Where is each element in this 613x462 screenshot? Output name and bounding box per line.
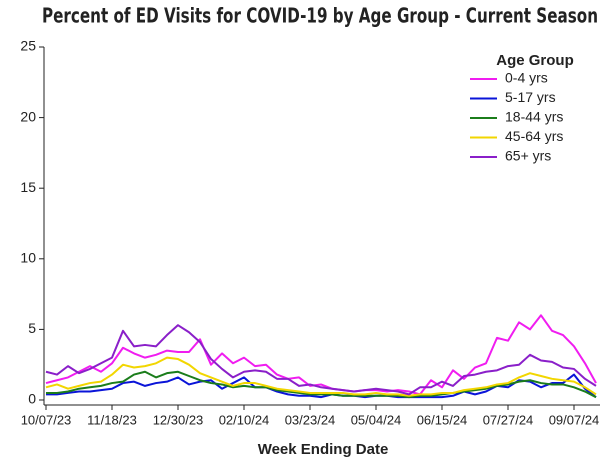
y-tick-label: 10 xyxy=(20,250,36,266)
x-tick-label: 03/23/24 xyxy=(285,412,336,427)
series-line xyxy=(45,324,597,396)
x-tick-label: 12/30/23 xyxy=(153,412,204,427)
legend-label: 18-44 yrs xyxy=(505,109,563,125)
series-line xyxy=(45,314,597,396)
x-tick-label: 06/15/24 xyxy=(417,412,468,427)
legend-title: Age Group xyxy=(496,52,574,69)
legend-label: 65+ yrs xyxy=(505,148,551,164)
x-tick-label: 10/07/23 xyxy=(21,412,72,427)
series-line xyxy=(46,370,597,399)
y-tick-label: 15 xyxy=(20,179,36,195)
y-tick-label: 5 xyxy=(28,320,36,336)
series-line xyxy=(45,356,597,397)
x-tick-label: 02/10/24 xyxy=(219,412,270,427)
x-tick-label: 05/04/24 xyxy=(351,412,402,427)
legend-label: 0-4 yrs xyxy=(505,70,548,86)
y-tick-label: 25 xyxy=(20,38,36,54)
chart-title: Percent of ED Visits for COVID-19 by Age… xyxy=(42,4,598,28)
x-tick-label: 11/18/23 xyxy=(87,412,137,427)
series-line xyxy=(46,373,597,399)
legend-label: 5-17 yrs xyxy=(505,89,556,105)
x-tick-label: 07/27/24 xyxy=(483,412,534,427)
y-tick-label: 0 xyxy=(28,391,36,407)
y-tick-label: 20 xyxy=(20,108,36,124)
x-axis-label: Week Ending Date xyxy=(258,441,389,458)
legend-label: 45-64 yrs xyxy=(505,128,563,144)
x-tick-label: 09/07/24 xyxy=(549,412,600,427)
